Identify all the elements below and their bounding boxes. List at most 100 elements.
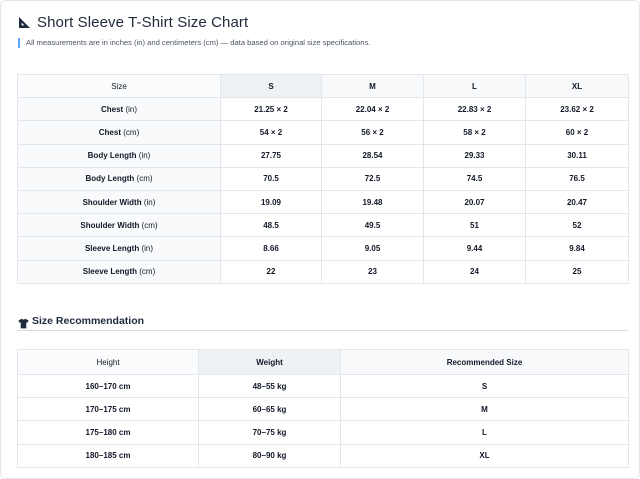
height-cell: 180–185 cm bbox=[17, 443, 199, 468]
row-label-unit: (in) bbox=[143, 197, 156, 207]
row-label-unit: (cm) bbox=[139, 267, 156, 277]
table-cell: 76.5 bbox=[525, 166, 629, 191]
table-cell: 23.62 × 2 bbox=[525, 97, 629, 122]
table-row: Shoulder Width (in) 19.09 19.48 20.07 20… bbox=[17, 189, 629, 215]
table-row: Body Length (cm) 70.5 72.5 74.5 76.5 bbox=[17, 166, 629, 191]
height-cell: 160–170 cm bbox=[17, 373, 199, 399]
row-label: Shoulder Width (in) bbox=[17, 189, 221, 215]
table-cell: 72.5 bbox=[321, 166, 424, 191]
row-label-unit: (cm) bbox=[136, 174, 153, 184]
row-label: Shoulder Width (cm) bbox=[17, 213, 221, 238]
row-label: Body Length (cm) bbox=[17, 166, 221, 191]
table-cell: 56 × 2 bbox=[321, 120, 424, 145]
row-label-name: Sleeve Length bbox=[82, 267, 137, 277]
table-cell: 9.84 bbox=[525, 236, 629, 261]
weight-cell: 48–55 kg bbox=[198, 373, 341, 399]
row-label-name: Shoulder Width bbox=[82, 197, 142, 207]
table-row: Body Length (in) 27.75 28.54 29.33 30.11 bbox=[17, 143, 629, 168]
row-label-unit: (in) bbox=[125, 104, 138, 114]
row-label: Chest (cm) bbox=[17, 120, 221, 145]
section-header: Size Recommendation bbox=[18, 315, 145, 328]
section-title: Size Recommendation bbox=[32, 315, 145, 327]
table-cell: 9.05 bbox=[321, 236, 424, 261]
table-cell: 52 bbox=[525, 213, 629, 238]
table-row: Sleeve Length (cm) 22 23 24 25 bbox=[17, 259, 629, 284]
row-label-unit: (in) bbox=[138, 151, 151, 161]
row-label-name: Chest bbox=[100, 104, 124, 114]
recommended-size-cell: L bbox=[340, 420, 629, 445]
table-cell: 48.5 bbox=[220, 213, 322, 238]
table-row: Chest (cm) 54 × 2 56 × 2 58 × 2 60 × 2 bbox=[17, 120, 629, 145]
height-header: Height bbox=[17, 349, 199, 375]
section-divider bbox=[17, 330, 628, 331]
table-cell: 58 × 2 bbox=[423, 120, 526, 145]
recommendation-header-row: Height Weight Recommended Size bbox=[17, 349, 629, 375]
table-cell: 21.25 × 2 bbox=[220, 97, 322, 122]
row-label-unit: (cm) bbox=[141, 220, 158, 230]
table-cell: 29.33 bbox=[423, 143, 526, 168]
table-cell: 22.83 × 2 bbox=[423, 97, 526, 122]
size-chart-table: Size S M L XL Chest (in) 21.25 × 2 22.04… bbox=[17, 73, 629, 284]
row-label-unit: (cm) bbox=[123, 127, 140, 137]
table-cell: 74.5 bbox=[423, 166, 526, 191]
table-cell: 30.11 bbox=[525, 143, 629, 168]
table-cell: 22.04 × 2 bbox=[321, 97, 424, 122]
table-cell: 20.07 bbox=[423, 189, 526, 215]
table-cell: 51 bbox=[423, 213, 526, 238]
ruler-triangle-icon bbox=[18, 16, 31, 29]
table-row: 160–170 cm 48–55 kg S bbox=[17, 373, 629, 399]
table-row: Sleeve Length (in) 8.66 9.05 9.44 9.84 bbox=[17, 236, 629, 261]
table-cell: 22 bbox=[220, 259, 322, 284]
table-row: 180–185 cm 80–90 kg XL bbox=[17, 443, 629, 468]
table-cell: 70.5 bbox=[220, 166, 322, 191]
header: Short Sleeve T-Shirt Size Chart bbox=[18, 14, 248, 31]
size-column-xl: XL bbox=[525, 73, 629, 99]
table-cell: 23 bbox=[321, 259, 424, 284]
table-row: Chest (in) 21.25 × 2 22.04 × 2 22.83 × 2… bbox=[17, 97, 629, 122]
size-column-m: M bbox=[321, 73, 424, 99]
table-row: 170–175 cm 60–65 kg M bbox=[17, 397, 629, 422]
recommended-size-cell: XL bbox=[340, 443, 629, 468]
t-shirt-icon bbox=[18, 316, 29, 328]
row-label-name: Chest bbox=[98, 127, 121, 137]
row-label: Body Length (in) bbox=[17, 143, 221, 168]
table-cell: 60 × 2 bbox=[525, 120, 629, 145]
size-header-cell: Size bbox=[17, 73, 221, 99]
table-cell: 27.75 bbox=[220, 143, 322, 168]
table-cell: 9.44 bbox=[423, 236, 526, 261]
weight-cell: 60–65 kg bbox=[198, 397, 341, 422]
row-label-name: Shoulder Width bbox=[80, 220, 140, 230]
table-cell: 49.5 bbox=[321, 213, 424, 238]
recommended-size-cell: M bbox=[340, 397, 629, 422]
table-row: 175–180 cm 70–75 kg L bbox=[17, 420, 629, 445]
table-cell: 25 bbox=[525, 259, 629, 284]
row-label-unit: (in) bbox=[141, 243, 154, 253]
table-cell: 54 × 2 bbox=[220, 120, 322, 145]
height-cell: 175–180 cm bbox=[17, 420, 199, 445]
weight-cell: 80–90 kg bbox=[198, 443, 341, 468]
size-column-l: L bbox=[423, 73, 526, 99]
page-title: Short Sleeve T-Shirt Size Chart bbox=[37, 14, 249, 31]
row-label: Sleeve Length (in) bbox=[17, 236, 221, 261]
table-row: Shoulder Width (cm) 48.5 49.5 51 52 bbox=[17, 213, 629, 238]
row-label: Sleeve Length (cm) bbox=[17, 259, 221, 284]
table-cell: 19.48 bbox=[321, 189, 424, 215]
recommendation-table: Height Weight Recommended Size 160–170 c… bbox=[17, 349, 629, 468]
weight-header: Weight bbox=[198, 349, 341, 375]
table-cell: 24 bbox=[423, 259, 526, 284]
recommended-size-cell: S bbox=[340, 373, 629, 399]
size-column-s: S bbox=[220, 73, 322, 99]
table-cell: 20.47 bbox=[525, 189, 629, 215]
height-cell: 170–175 cm bbox=[17, 397, 199, 422]
table-cell: 28.54 bbox=[321, 143, 424, 168]
row-label: Chest (in) bbox=[17, 97, 221, 122]
weight-cell: 70–75 kg bbox=[198, 420, 341, 445]
page-subtitle: All measurements are in inches (in) and … bbox=[18, 38, 370, 48]
table-cell: 8.66 bbox=[220, 236, 322, 261]
recommended-size-header: Recommended Size bbox=[340, 349, 629, 375]
row-label-name: Body Length bbox=[85, 174, 135, 184]
row-label-name: Sleeve Length bbox=[84, 243, 140, 253]
size-chart-header-row: Size S M L XL bbox=[17, 73, 629, 99]
row-label-name: Body Length bbox=[87, 151, 137, 161]
table-cell: 19.09 bbox=[220, 189, 322, 215]
